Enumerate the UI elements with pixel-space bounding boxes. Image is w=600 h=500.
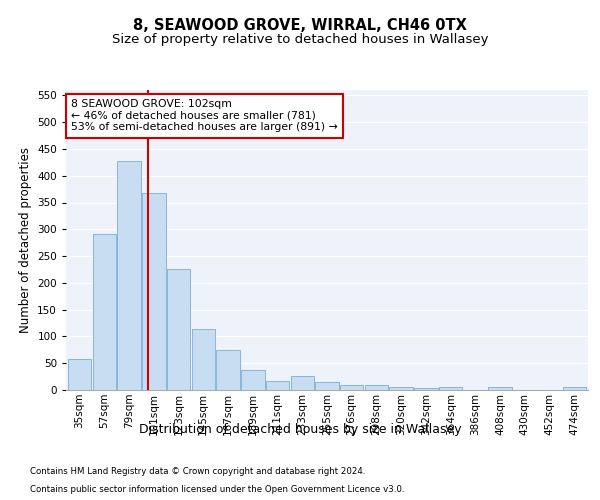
Bar xyxy=(266,381,289,390)
Text: Size of property relative to detached houses in Wallasey: Size of property relative to detached ho… xyxy=(112,32,488,46)
Bar xyxy=(439,387,463,390)
Bar xyxy=(92,234,116,390)
Bar xyxy=(365,384,388,390)
Text: Distribution of detached houses by size in Wallasey: Distribution of detached houses by size … xyxy=(139,422,461,436)
Text: Contains public sector information licensed under the Open Government Licence v3: Contains public sector information licen… xyxy=(30,485,404,494)
Bar xyxy=(68,360,91,390)
Text: 8 SEAWOOD GROVE: 102sqm
← 46% of detached houses are smaller (781)
53% of semi-d: 8 SEAWOOD GROVE: 102sqm ← 46% of detache… xyxy=(71,99,338,132)
Text: Contains HM Land Registry data © Crown copyright and database right 2024.: Contains HM Land Registry data © Crown c… xyxy=(30,467,365,476)
Bar xyxy=(142,193,166,390)
Bar xyxy=(118,160,141,390)
Bar xyxy=(290,376,314,390)
Y-axis label: Number of detached properties: Number of detached properties xyxy=(19,147,32,333)
Bar xyxy=(389,387,413,390)
Bar xyxy=(241,370,265,390)
Bar xyxy=(563,388,586,390)
Text: 8, SEAWOOD GROVE, WIRRAL, CH46 0TX: 8, SEAWOOD GROVE, WIRRAL, CH46 0TX xyxy=(133,18,467,32)
Bar xyxy=(191,330,215,390)
Bar xyxy=(315,382,339,390)
Bar xyxy=(167,270,190,390)
Bar xyxy=(340,384,364,390)
Bar xyxy=(414,388,438,390)
Bar xyxy=(216,350,240,390)
Bar xyxy=(488,388,512,390)
